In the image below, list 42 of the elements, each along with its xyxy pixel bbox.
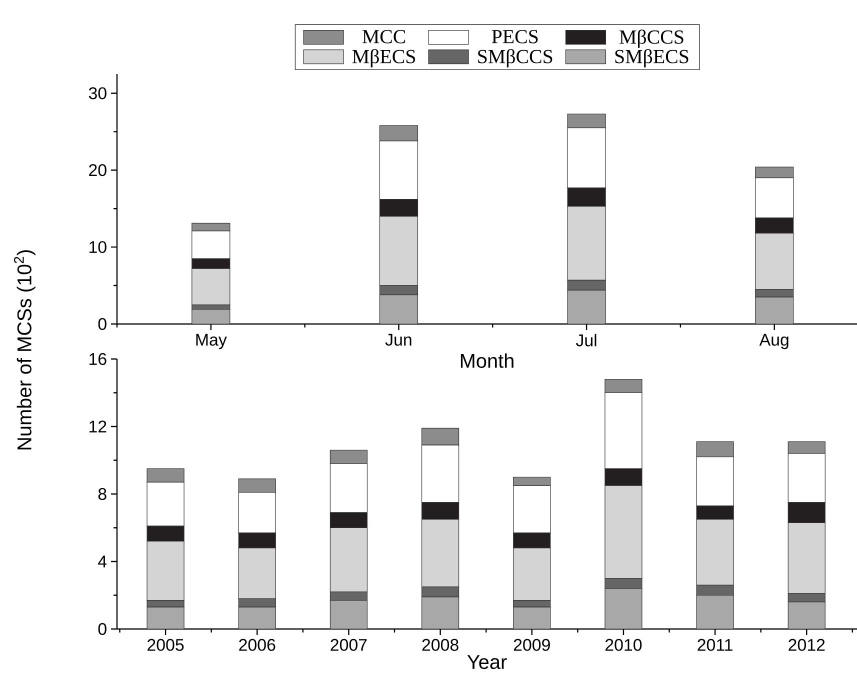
bar bbox=[238, 606, 276, 629]
y-tick-label: 4 bbox=[98, 556, 107, 568]
y-tick-label: 20 bbox=[89, 164, 106, 176]
x-tick-label: 2005 bbox=[148, 638, 184, 651]
x-tick-label: 2011 bbox=[698, 638, 732, 651]
bar bbox=[513, 606, 551, 629]
x-tick-label: May bbox=[196, 334, 227, 350]
x-tick-label: Aug bbox=[759, 334, 788, 350]
y-axis-title: Number of MCSs (10$^{2}$) bbox=[14, 250, 36, 450]
legend-label: SMβECS bbox=[615, 49, 688, 68]
x-tick-label: Jun bbox=[385, 334, 412, 346]
y-tick-label: 10 bbox=[90, 241, 106, 254]
y-tick-label: 0 bbox=[98, 623, 106, 635]
bar bbox=[755, 296, 794, 324]
legend-label: SMβCCS bbox=[478, 49, 552, 68]
x-tick-label: 2007 bbox=[330, 638, 367, 651]
legend-label: MCC bbox=[362, 30, 406, 44]
legend-label: MβECS bbox=[352, 49, 416, 68]
y-tick-label: 8 bbox=[98, 488, 106, 500]
x-tick-label: Jul bbox=[576, 334, 596, 346]
y-tick-label: 0 bbox=[98, 318, 106, 330]
bar bbox=[146, 606, 184, 629]
bar bbox=[567, 290, 606, 324]
bar bbox=[379, 294, 418, 324]
bar bbox=[696, 594, 734, 629]
x-tick-label: 2012 bbox=[788, 638, 825, 651]
x-tick-label: 2008 bbox=[422, 638, 458, 651]
bar bbox=[192, 309, 230, 324]
y-tick-label: 16 bbox=[90, 353, 106, 365]
x-tick-label: 2006 bbox=[239, 638, 276, 651]
bar bbox=[330, 600, 368, 629]
bar bbox=[604, 588, 642, 629]
x-axis-title: Month bbox=[460, 353, 514, 368]
y-tick-label: 12 bbox=[90, 420, 106, 432]
legend-label: MβCCS bbox=[620, 30, 684, 48]
legend-label: PECS bbox=[492, 30, 538, 44]
x-axis-title: Year bbox=[467, 655, 507, 670]
bar bbox=[421, 596, 460, 629]
y-tick-label: 30 bbox=[88, 87, 106, 100]
bar bbox=[788, 602, 826, 629]
x-tick-label: 2009 bbox=[514, 638, 550, 651]
x-tick-label: 2010 bbox=[605, 638, 642, 651]
